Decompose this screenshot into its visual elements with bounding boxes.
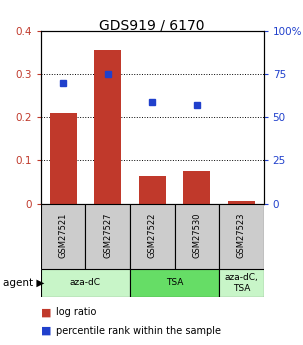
Text: log ratio: log ratio (56, 307, 96, 317)
Text: TSA: TSA (166, 278, 183, 287)
Text: GSM27522: GSM27522 (148, 212, 157, 258)
Bar (139, 176, 166, 204)
Text: GSM27523: GSM27523 (237, 212, 246, 258)
Bar (130, 204, 175, 269)
Text: ■: ■ (41, 326, 52, 335)
Text: aza-dC: aza-dC (70, 278, 101, 287)
Text: GDS919 / 6170: GDS919 / 6170 (99, 19, 204, 33)
Bar (41, 269, 130, 297)
Text: percentile rank within the sample: percentile rank within the sample (56, 326, 221, 335)
Bar (41, 204, 85, 269)
Bar (94, 50, 121, 204)
Bar (219, 204, 264, 269)
Text: ■: ■ (41, 307, 52, 317)
Text: GSM27530: GSM27530 (192, 212, 201, 258)
Bar (130, 269, 219, 297)
Bar (175, 204, 219, 269)
Bar (228, 201, 255, 204)
Text: GSM27521: GSM27521 (59, 212, 68, 258)
Bar (85, 204, 130, 269)
Text: aza-dC,
TSA: aza-dC, TSA (225, 273, 258, 293)
Bar (183, 171, 210, 204)
Bar (50, 113, 77, 204)
Text: GSM27527: GSM27527 (103, 212, 112, 258)
Bar (219, 269, 264, 297)
Text: agent ▶: agent ▶ (3, 278, 45, 288)
